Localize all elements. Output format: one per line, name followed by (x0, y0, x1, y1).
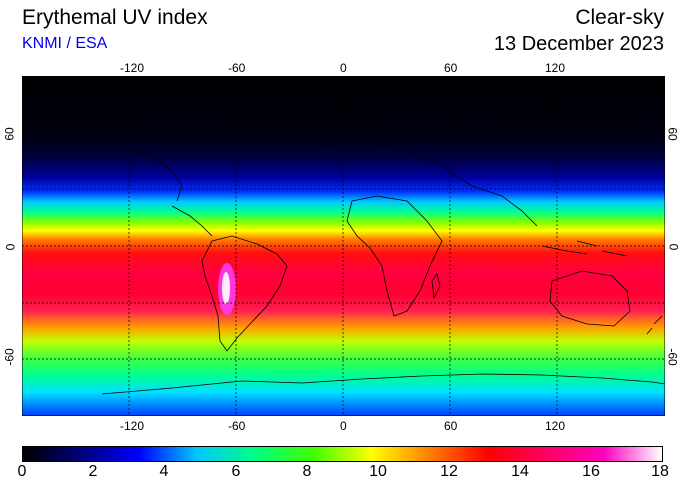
colorbar-label: 0 (17, 463, 27, 480)
lon-tick-top: -60 (228, 61, 246, 75)
lon-tick-bottom: -120 (120, 419, 145, 433)
lon-tick-top: -120 (120, 61, 145, 75)
lat-tick-right: 60 (665, 127, 680, 141)
colorbar-label: 4 (159, 463, 169, 480)
colorbar-label: 16 (582, 463, 600, 480)
lon-tick-bottom: 120 (545, 419, 566, 433)
colorbar-label: 18 (651, 463, 669, 480)
date-label: 13 December 2023 (493, 33, 664, 55)
lat-tick-left: -60 (2, 348, 17, 366)
lat-tick-left: 0 (3, 243, 18, 251)
lon-tick-bottom: -60 (228, 419, 246, 433)
colorbar-label: 12 (440, 463, 458, 480)
lon-tick-top: 120 (545, 61, 566, 75)
lat-tick-right: -60 (665, 348, 680, 366)
colorbar-label: 14 (511, 463, 529, 480)
lon-tick-bottom: 0 (340, 419, 347, 433)
lon-tick-top: 60 (444, 61, 458, 75)
colorbar-label: 2 (88, 463, 98, 480)
lon-tick-top: 0 (340, 61, 347, 75)
condition-label: Clear-sky (575, 6, 664, 29)
uv-index-map (22, 76, 665, 416)
colorbar-label: 8 (302, 463, 312, 480)
credit-label: KNMI / ESA (22, 35, 108, 52)
lat-tick-right: 0 (666, 243, 681, 251)
lon-tick-bottom: 60 (444, 419, 458, 433)
colorbar-label: 10 (369, 463, 387, 480)
uv-colorbar (22, 446, 663, 462)
lat-tick-left: 60 (2, 127, 17, 141)
map-title: Erythemal UV index (22, 6, 208, 29)
colorbar-label: 6 (231, 463, 241, 480)
